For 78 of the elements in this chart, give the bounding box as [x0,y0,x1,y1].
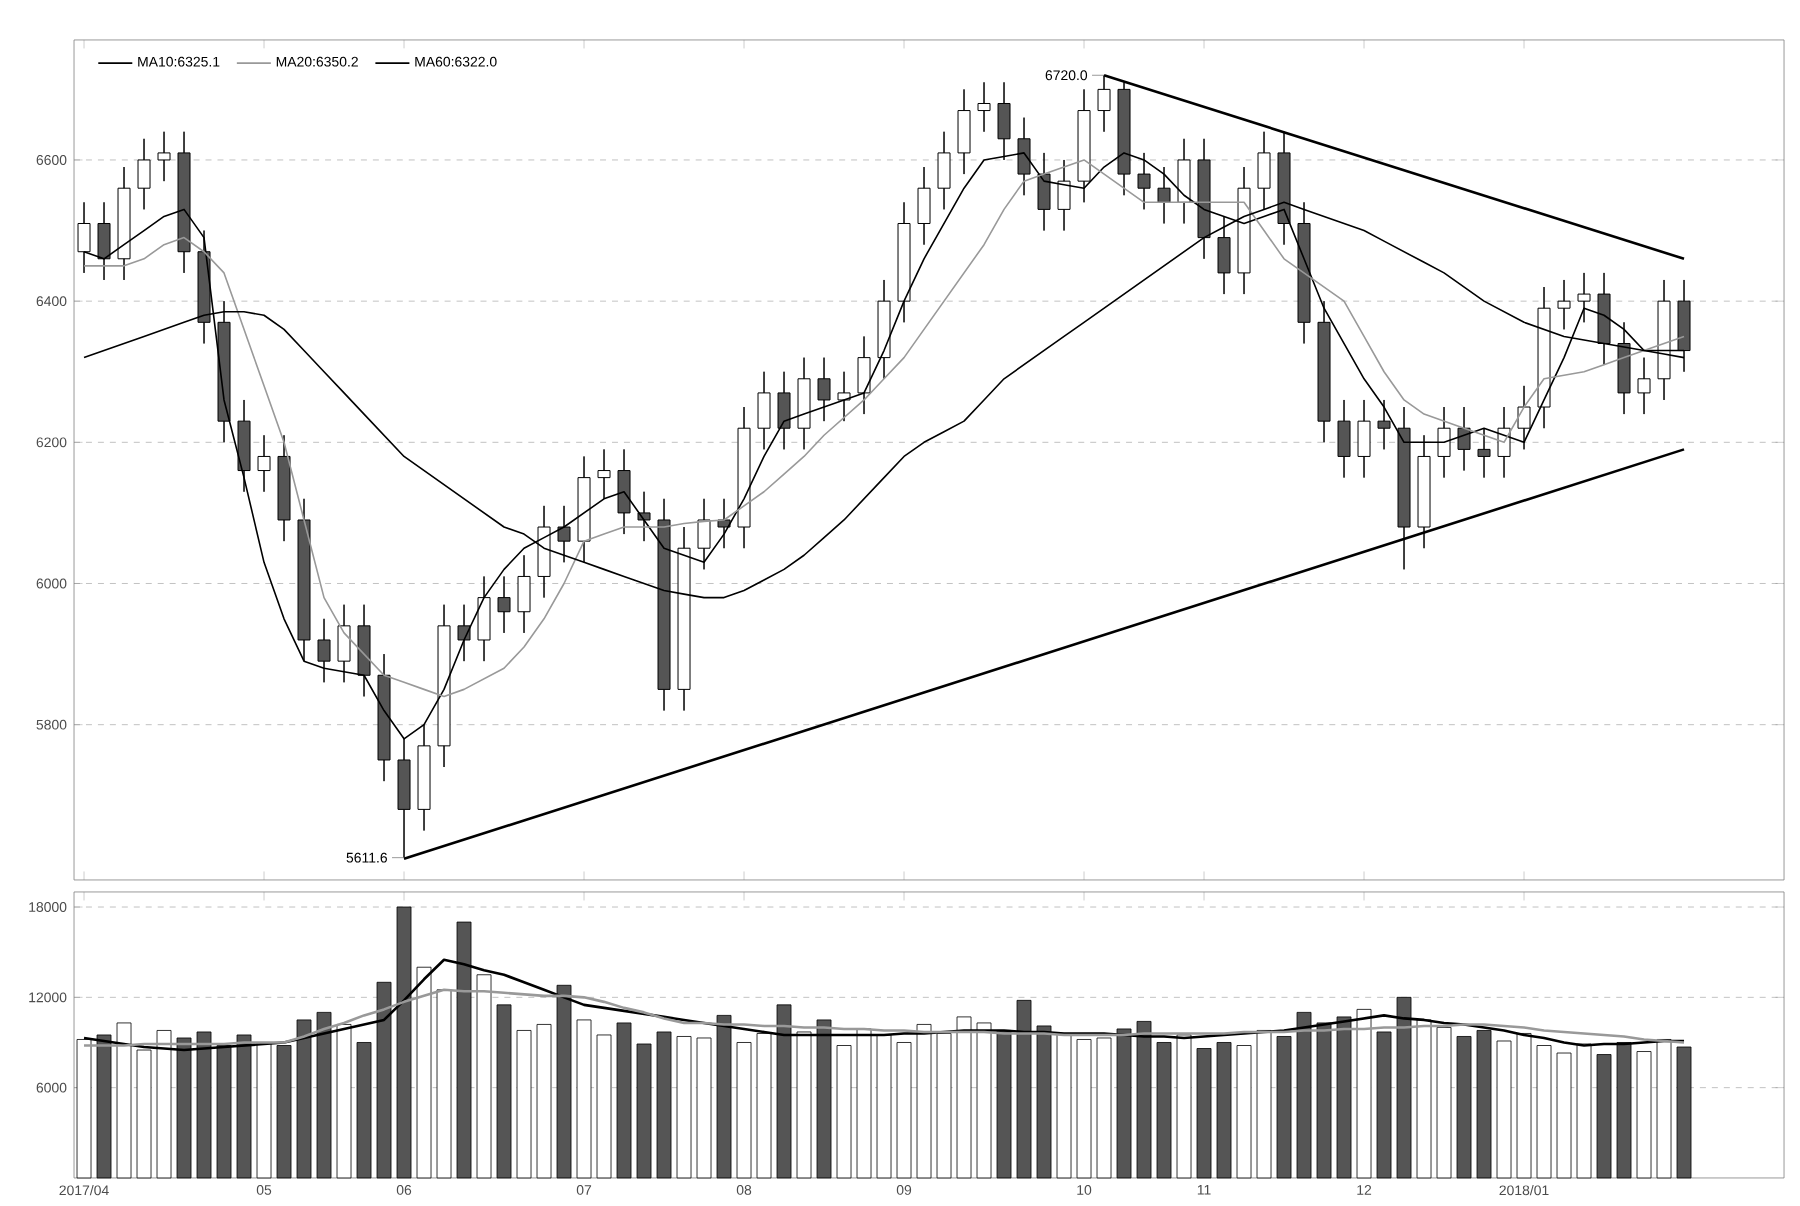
candlestick [697,498,711,570]
candlestick [117,166,131,281]
candlestick [1577,272,1591,323]
candlestick [157,131,171,182]
candlestick [97,201,111,281]
candlestick [357,604,371,697]
bar [1496,1040,1512,1179]
candlestick [217,300,231,443]
candlestick [1337,399,1351,479]
candlestick [737,406,751,549]
candlestick [337,604,351,683]
bar [656,1031,672,1179]
candlestick [557,505,571,563]
bar [1076,1039,1092,1179]
candlestick [1437,406,1451,479]
bar [1156,1042,1172,1179]
bar [1596,1054,1612,1179]
bar [1196,1048,1212,1179]
bar [1536,1045,1552,1179]
candlestick [877,279,891,380]
candlestick [137,138,151,210]
bar [1676,1046,1692,1179]
bar [1216,1042,1232,1179]
bar [1556,1052,1572,1179]
candlestick [977,81,991,133]
candlestick [1657,279,1671,401]
candlestick [297,498,311,662]
candlestick [817,357,831,422]
bar [576,1019,592,1179]
candlestick [317,618,331,683]
candlestick [497,575,511,634]
candlestick [1477,427,1491,479]
candlestick [897,201,911,323]
bar [736,1042,752,1179]
candlestick [477,575,491,662]
candlestick [617,448,631,535]
candlestick [1637,357,1651,415]
candlestick [577,455,591,563]
bar [896,1042,912,1179]
bar [696,1037,712,1179]
bar [356,1042,372,1179]
candlestick [917,166,931,246]
candlestick [517,554,531,634]
candlestick [1617,321,1631,415]
bar [436,989,452,1179]
candlestick [757,371,771,450]
candlestick [257,434,271,493]
candlestick [597,448,611,500]
candlestick [1377,399,1391,450]
candlestick [1157,166,1171,224]
candlestick [237,399,251,493]
candlestick [277,434,291,542]
candlestick [1597,272,1611,366]
candlestick [957,88,971,175]
bar [596,1034,612,1179]
candlestick [1537,286,1551,429]
candlestick [937,131,951,210]
bar [496,1004,512,1179]
bar [1456,1036,1472,1179]
candlestick [1517,385,1531,450]
candlestick [797,357,811,450]
bar [616,1022,632,1179]
candlestick [1557,279,1571,330]
candlestick [1317,300,1331,443]
bar [516,1030,532,1179]
candlestick [1357,399,1371,479]
bar [636,1043,652,1179]
bar [1636,1051,1652,1179]
bar [536,1024,552,1179]
candlestick [1057,159,1071,232]
bar [676,1036,692,1179]
bar [836,1045,852,1179]
bar [1236,1045,1252,1179]
candlestick [777,371,791,450]
candlestick [1217,215,1231,295]
candlestick [857,335,871,415]
bar [1376,1031,1392,1179]
bar [1276,1036,1292,1179]
